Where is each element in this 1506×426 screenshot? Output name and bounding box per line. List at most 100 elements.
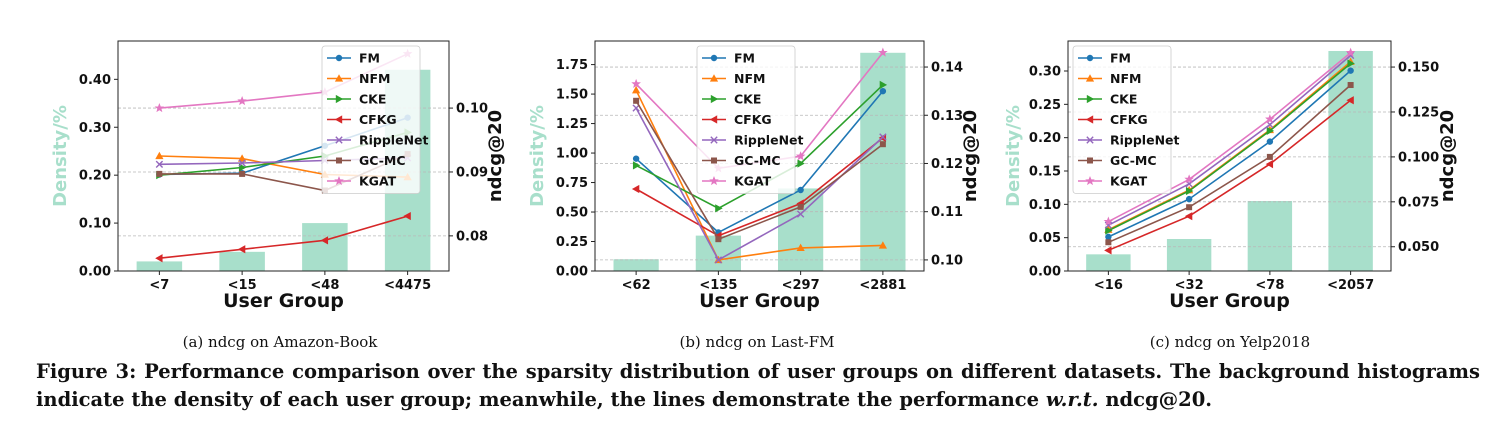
y-right-tick-label: 0.08 <box>456 229 488 244</box>
point-kgat <box>1265 114 1275 124</box>
y-left-tick-label: 0.20 <box>1029 131 1061 146</box>
density-bar <box>1166 239 1212 271</box>
legend-label: RippleNet <box>359 133 429 148</box>
y-left-tick-label: 0.05 <box>1029 231 1061 246</box>
chart-panel-3: FM NFM CKE CFKG RippleNet GC-MC KGAT 0.00 0.05 0.… <box>1003 40 1458 351</box>
legend-label: RippleNet <box>1110 133 1180 148</box>
point-fm <box>1105 233 1112 241</box>
legend-label: CKE <box>734 92 761 107</box>
legend-marker <box>711 157 717 164</box>
series-line-gc-mc <box>1108 84 1352 244</box>
point-cke <box>879 80 888 89</box>
legend-label: KGAT <box>359 174 397 189</box>
legend: FM NFM CKE CFKG RippleNet GC-MC KGAT <box>321 45 429 194</box>
legend-marker <box>334 175 344 186</box>
legend-label: GC-MC <box>734 153 781 168</box>
legend: FM NFM CKE CFKG RippleNet GC-MC KGAT <box>1072 45 1180 194</box>
y-right-tick-label: 0.10 <box>931 253 963 268</box>
point-ripplenet <box>796 210 805 218</box>
y-left-tick-label: 1.50 <box>556 88 588 103</box>
x-axis-label: User Group <box>699 290 820 312</box>
point-kgat <box>1103 216 1114 226</box>
y-left-axis-label: Density/% <box>527 105 548 207</box>
legend-label: FM <box>1110 51 1131 66</box>
legend-marker <box>1086 54 1094 62</box>
legend-marker <box>710 54 718 62</box>
legend-label: KGAT <box>734 174 772 189</box>
figure-caption: Figure 3: Performance comparison over th… <box>36 358 1480 414</box>
legend-marker <box>1085 175 1095 186</box>
point-cke <box>715 204 723 213</box>
y-right-tick-label: 0.075 <box>1398 195 1439 210</box>
point-nfm <box>796 243 805 252</box>
y-left-tick-label: 0.10 <box>79 217 111 232</box>
density-bar <box>778 188 824 271</box>
point-cfkg <box>237 245 246 254</box>
legend-label: NFM <box>734 71 765 86</box>
y-right-tick-label: 0.09 <box>456 165 488 180</box>
legend-marker <box>336 157 342 164</box>
y-left-tick-label: 1.75 <box>556 58 588 73</box>
series-line-fm <box>1108 69 1352 238</box>
series-line-gc-mc <box>635 100 884 241</box>
point-gc-mc <box>1105 239 1112 246</box>
x-tick-label: <2057 <box>1327 278 1374 293</box>
point-gc-mc <box>633 97 640 104</box>
legend-marker <box>1087 157 1093 164</box>
point-kgat <box>878 47 888 57</box>
point-kgat <box>631 78 641 88</box>
point-ripplenet <box>238 159 246 167</box>
legend-marker <box>1086 94 1095 104</box>
legend-label: FM <box>734 51 755 66</box>
y-left-tick-label: 0.00 <box>79 265 111 280</box>
point-fm <box>879 87 887 95</box>
legend-label: GC-MC <box>1110 153 1157 168</box>
y-right-tick-label: 0.10 <box>456 102 488 117</box>
y-left-tick-label: 0.30 <box>1029 65 1061 80</box>
series-line-cfkg <box>159 215 408 259</box>
point-nfm <box>632 85 641 94</box>
legend-label: KGAT <box>1110 174 1148 189</box>
y-left-tick-label: 0.15 <box>1029 165 1061 180</box>
legend-label: CFKG <box>1110 112 1148 127</box>
series-line-nfm <box>635 89 883 261</box>
subfigure-caption: (b) ndcg on Last-FM <box>679 333 834 351</box>
point-cfkg <box>1346 96 1354 105</box>
point-nfm <box>878 241 887 249</box>
y-left-tick-label: 1.00 <box>556 147 588 162</box>
point-fm <box>1185 195 1193 203</box>
density-bar <box>613 259 659 271</box>
x-tick-label: <7 <box>149 278 169 293</box>
point-fm <box>797 186 804 194</box>
series-line-ripplenet <box>1108 54 1352 226</box>
y-left-axis-label: Density/% <box>1003 105 1024 207</box>
series-line-kgat <box>1108 52 1352 223</box>
series-line-cfkg <box>1108 99 1352 252</box>
legend-box <box>1072 45 1172 194</box>
series-line-fm <box>635 90 884 234</box>
legend-label: CFKG <box>359 112 397 127</box>
point-nfm <box>155 151 164 160</box>
x-tick-label: <2881 <box>859 278 906 293</box>
y-left-tick-label: 1.25 <box>556 117 588 132</box>
point-fm <box>632 155 640 162</box>
x-tick-label: <78 <box>1255 278 1284 293</box>
legend: FM NFM CKE CFKG RippleNet GC-MC KGAT <box>696 45 804 194</box>
y-right-tick-label: 0.100 <box>1398 150 1439 165</box>
legend-marker <box>710 94 719 104</box>
y-right-axis-label: ndcg@20 <box>960 110 981 202</box>
y-right-tick-label: 0.14 <box>931 61 963 76</box>
point-cfkg <box>403 211 411 221</box>
point-cke <box>632 161 641 170</box>
point-cfkg <box>155 254 163 263</box>
y-left-axis-label: Density/% <box>50 105 71 207</box>
y-left-tick-label: 0.30 <box>79 121 111 136</box>
point-gc-mc <box>715 236 722 243</box>
legend-label: FM <box>359 51 380 66</box>
density-bar <box>302 223 348 271</box>
x-axis-label: User Group <box>223 290 344 312</box>
point-cke <box>1185 186 1194 196</box>
y-right-axis-label: ndcg@20 <box>485 110 506 202</box>
y-right-tick-label: 0.11 <box>931 205 963 220</box>
